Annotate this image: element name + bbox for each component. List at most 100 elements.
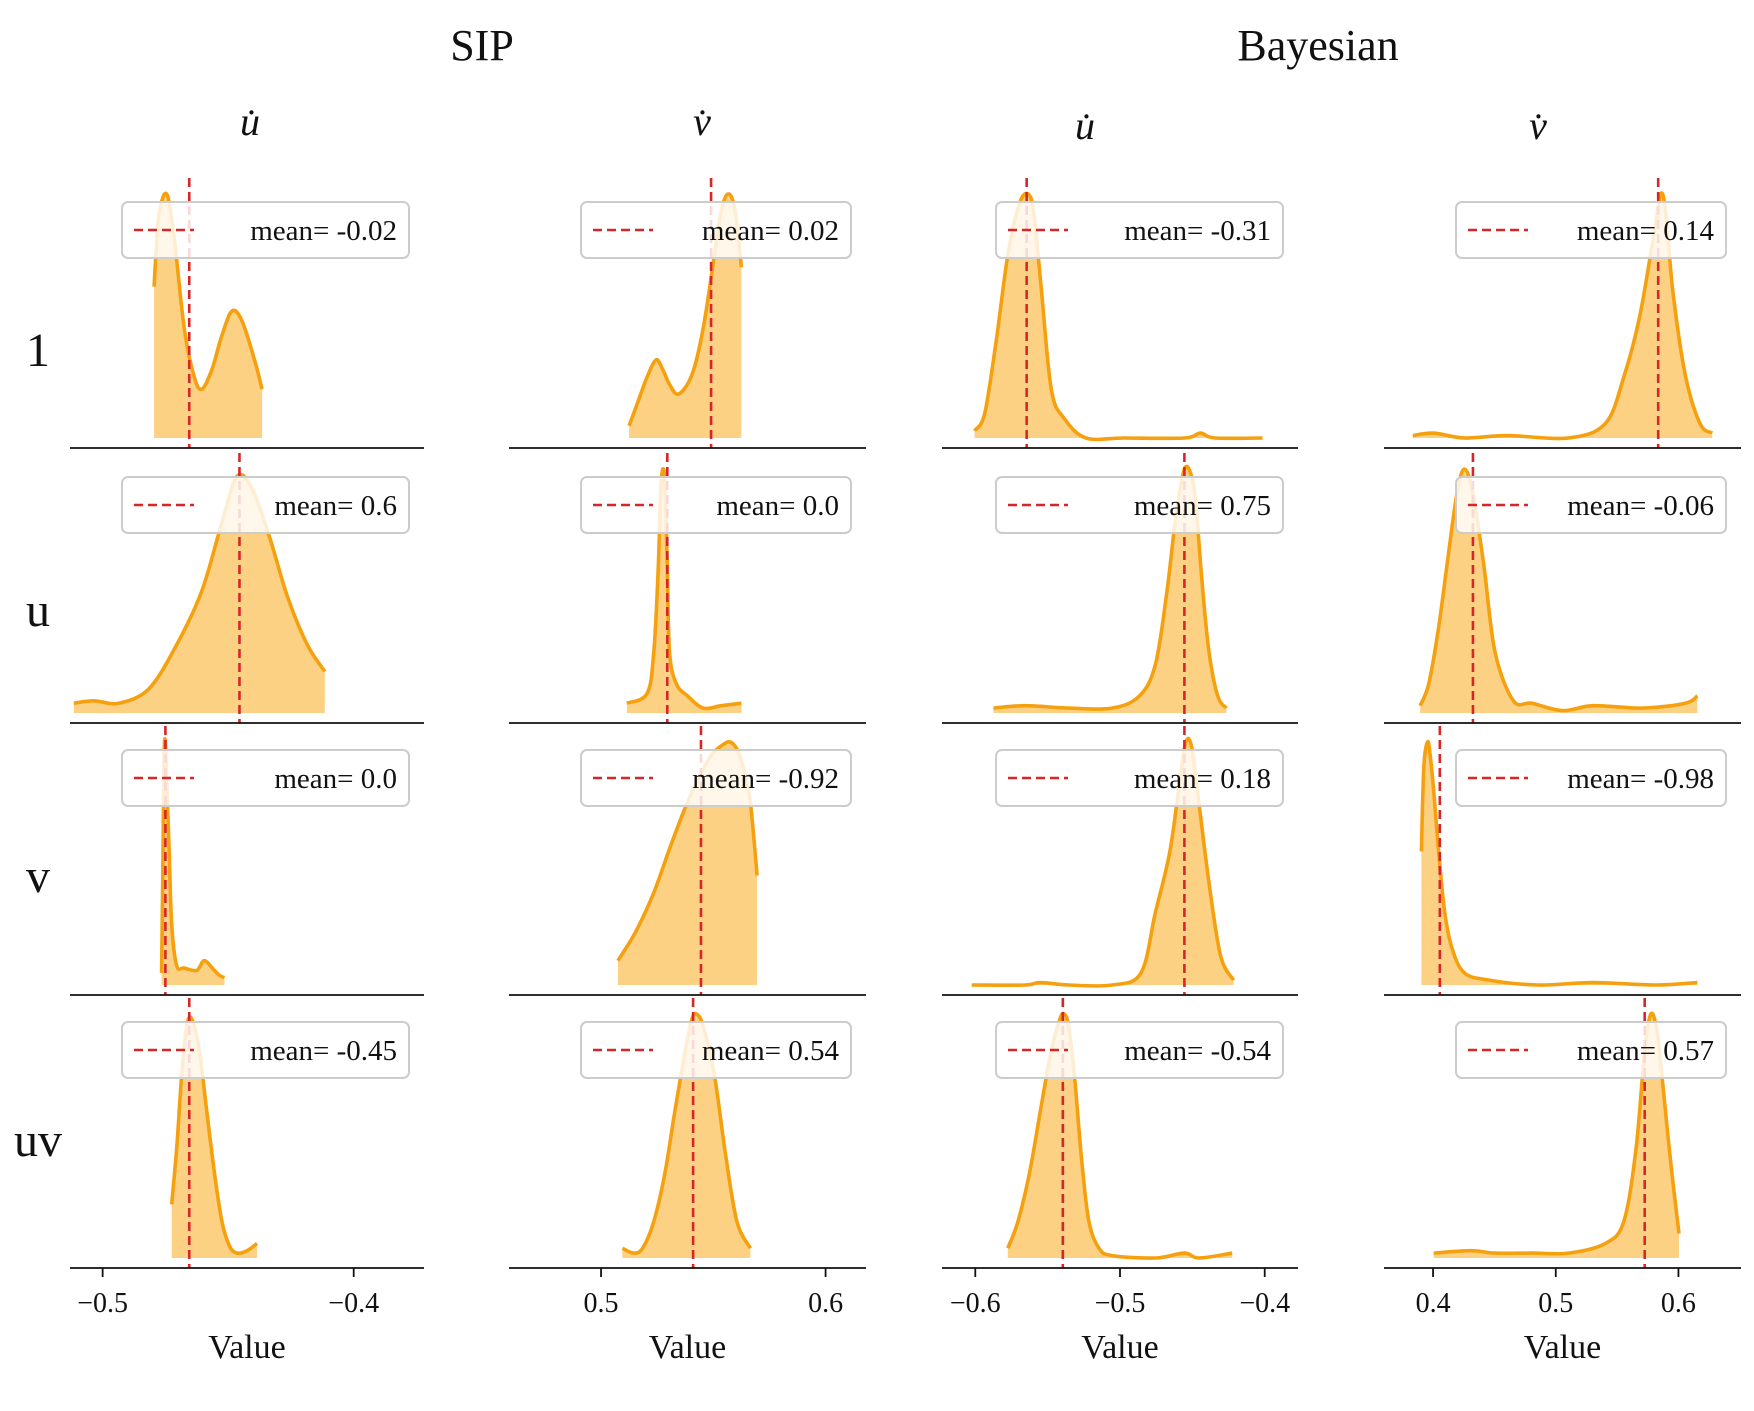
density-curve: [627, 192, 744, 427]
x-tick-label: 0.6: [1661, 1288, 1696, 1319]
legend: mean= -0.92: [580, 749, 852, 807]
legend-box: [995, 749, 1284, 807]
x-axis-label: Value: [649, 1329, 726, 1366]
legend: mean= 0.54: [580, 1021, 852, 1079]
x-tick-label: 0.6: [808, 1288, 843, 1319]
density-fill: [629, 193, 742, 438]
x-axis-bayes-udot: −0.6 −0.5 −0.4 Value: [950, 1268, 1290, 1366]
legend-box: [580, 476, 852, 534]
legend-mean-label: mean= 0.02: [702, 215, 839, 247]
panels-layer: mean= -0.02 mean= 0.6 mean= 0.0 mean= -0.45…: [70, 178, 1741, 1366]
column-title-sip-vdot: v̇: [693, 99, 711, 144]
legend-box: [580, 749, 852, 807]
x-tick-label: 0.5: [1538, 1288, 1573, 1319]
legend-box: [1455, 1021, 1727, 1079]
density-fill: [622, 1013, 751, 1258]
row-label-uv: uv: [14, 1114, 62, 1167]
legend-mean-label: mean= 0.75: [1134, 490, 1271, 522]
x-tick-label: 0.5: [584, 1288, 619, 1319]
legend-box: [580, 201, 852, 259]
density-fill: [73, 474, 325, 713]
legend: mean= -0.31: [995, 201, 1284, 259]
group-title-sip: SIP: [450, 21, 514, 70]
legend: mean= 0.14: [1455, 201, 1727, 259]
panel-bayes-vdot-row-1: mean= 0.14: [1384, 178, 1741, 449]
x-tick-label: −0.5: [77, 1288, 128, 1319]
legend-mean-label: mean= 0.0: [274, 763, 397, 795]
x-tick-label: −0.4: [328, 1288, 379, 1319]
panel-sip-vdot-row-v: mean= -0.92: [509, 726, 866, 996]
legend: mean= -0.45: [121, 1021, 410, 1079]
legend-mean-label: mean= -0.06: [1567, 490, 1714, 522]
x-axis-sip-udot: −0.5 −0.4 Value: [77, 1268, 379, 1366]
legend-box: [580, 1021, 852, 1079]
legend-mean-label: mean= 0.14: [1577, 215, 1715, 247]
legend: mean= -0.54: [995, 1021, 1284, 1079]
density-curve: [973, 191, 1263, 442]
legend-box: [995, 1021, 1284, 1079]
legend-mean-label: mean= 0.57: [1577, 1035, 1714, 1067]
legend-mean-label: mean= -0.02: [250, 215, 397, 247]
legend-box: [1455, 476, 1727, 534]
legend-mean-label: mean= -0.54: [1124, 1035, 1271, 1067]
panel-bayes-udot-row-1: mean= -0.31: [942, 178, 1298, 449]
legend-mean-label: mean= -0.45: [250, 1035, 397, 1067]
x-tick-label: 0.4: [1416, 1288, 1451, 1319]
row-label-u: u: [26, 584, 50, 637]
legend-mean-label: mean= 0.6: [274, 490, 397, 522]
legend: mean= 0.18: [995, 749, 1284, 807]
legend-box: [995, 201, 1284, 259]
x-axis-label: Value: [208, 1329, 285, 1366]
legend-mean-label: mean= -0.92: [692, 763, 839, 795]
density-curve: [1419, 739, 1698, 987]
panel-sip-udot-row-v: mean= 0.0: [70, 726, 424, 996]
legend-mean-label: mean= 0.0: [716, 490, 839, 522]
density-fill: [161, 738, 225, 985]
legend-box: [1455, 201, 1727, 259]
density-fill: [974, 193, 1263, 440]
panel-sip-vdot-row-uv: mean= 0.54: [509, 998, 866, 1269]
legend: mean= 0.02: [580, 201, 852, 259]
x-axis-bayes-vdot: 0.4 0.5 0.6 Value: [1416, 1268, 1696, 1366]
legend-box: [1455, 749, 1727, 807]
legend-mean-label: mean= 0.54: [702, 1035, 840, 1067]
x-axis-label: Value: [1524, 1329, 1601, 1366]
legend-box: [121, 476, 410, 534]
row-label-v: v: [26, 850, 50, 903]
x-axis-sip-vdot: 0.5 0.6 Value: [584, 1268, 843, 1366]
panel-sip-vdot-row-1: mean= 0.02: [509, 178, 866, 449]
row-labels: 1 u v uv: [14, 324, 62, 1167]
legend: mean= -0.98: [1455, 749, 1727, 807]
density-fill: [971, 738, 1234, 986]
legend-box: [121, 201, 410, 259]
x-tick-label: −0.6: [950, 1288, 1001, 1319]
x-tick-label: −0.4: [1239, 1288, 1290, 1319]
panel-sip-udot-row-u: mean= 0.6: [70, 453, 424, 724]
x-axis-label: Value: [1081, 1329, 1158, 1366]
panel-bayes-udot-row-uv: mean= -0.54: [942, 998, 1298, 1269]
column-title-sip-udot: u̇: [240, 99, 260, 144]
titles: SIP Bayesian u̇ v̇ u̇ v̇: [240, 21, 1547, 148]
column-title-bayesian-udot: u̇: [1075, 103, 1095, 148]
panel-sip-udot-row-uv: mean= -0.45: [70, 998, 424, 1269]
panel-bayes-udot-row-v: mean= 0.18: [942, 726, 1298, 996]
density-fill: [993, 466, 1227, 713]
legend-mean-label: mean= 0.18: [1134, 763, 1271, 795]
legend: mean= -0.02: [121, 201, 410, 259]
density-curve: [1418, 467, 1699, 713]
density-fill: [1421, 741, 1698, 986]
panel-sip-udot-row-1: mean= -0.02: [70, 178, 424, 449]
panel-bayes-vdot-row-uv: mean= 0.57: [1384, 998, 1741, 1269]
panel-sip-vdot-row-u: mean= 0.0: [509, 453, 866, 724]
legend: mean= 0.75: [995, 476, 1284, 534]
legend: mean= 0.0: [121, 749, 410, 807]
density-curve: [1433, 1011, 1681, 1256]
density-fill: [1412, 192, 1713, 439]
x-tick-label: −0.5: [1095, 1288, 1146, 1319]
panel-bayes-vdot-row-u: mean= -0.06: [1384, 453, 1741, 724]
legend-mean-label: mean= -0.31: [1124, 215, 1271, 247]
density-fill: [1420, 469, 1698, 713]
legend-box: [995, 476, 1284, 534]
legend: mean= -0.06: [1455, 476, 1727, 534]
legend: mean= 0.6: [121, 476, 410, 534]
